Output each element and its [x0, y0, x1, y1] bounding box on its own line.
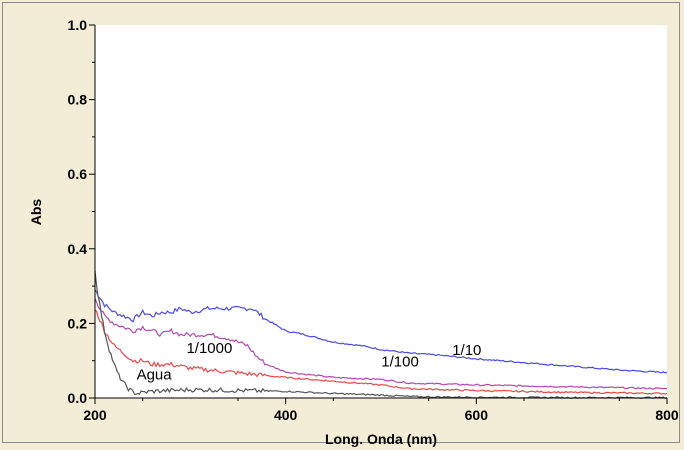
y-tick-label: 1.0	[68, 17, 88, 33]
y-axis-title: Abs	[28, 199, 44, 226]
plot-area	[95, 25, 667, 398]
y-tick-label: 0.0	[68, 390, 88, 406]
absorbance-chart: 200 400 600 800 0.0 0.2 0.4 0.6 0.8 1.0 1/10 1/100 1…	[28, 17, 679, 447]
x-tick-label: 800	[655, 407, 679, 423]
series-label: Agua	[137, 366, 173, 383]
x-tick-label: 200	[83, 407, 107, 423]
x-tick-label: 600	[465, 407, 489, 423]
y-tick-label: 0.6	[68, 166, 88, 182]
y-tick-label: 0.2	[68, 315, 88, 331]
series-label: 1/100	[381, 353, 419, 370]
series-label: 1/1000	[186, 340, 232, 357]
x-tick-label: 400	[274, 407, 298, 423]
series-label: 1/10	[452, 342, 481, 359]
y-tick-label: 0.4	[68, 241, 88, 257]
x-axis-title: Long. Onda (nm)	[325, 431, 437, 447]
y-tick-label: 0.8	[68, 92, 88, 108]
series-line-1	[94, 298, 668, 390]
series-line-0	[94, 289, 668, 374]
series-line-2	[94, 309, 668, 395]
